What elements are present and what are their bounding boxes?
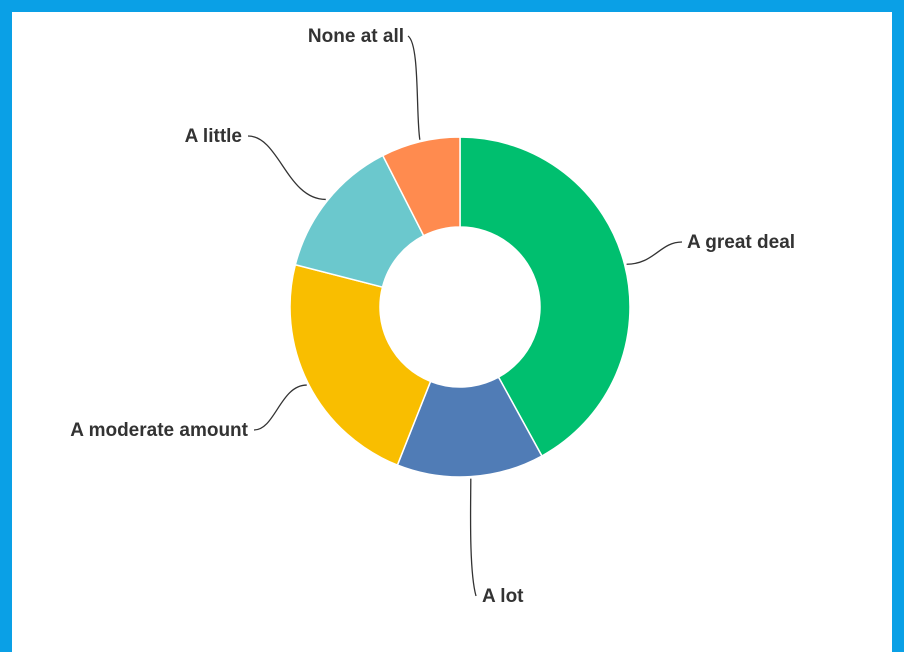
leader-line-a-moderate-amount <box>253 384 307 431</box>
leader-line-a-little <box>247 135 326 201</box>
slice-labels: A great deal A lot A moderate amount A litt… <box>70 26 795 607</box>
slice-a-great-deal <box>459 136 631 457</box>
label-a-moderate-amount: A moderate amount <box>70 420 248 441</box>
label-a-lot: A lot <box>482 586 524 607</box>
slice-none-at-all <box>381 136 461 237</box>
chart-frame: A great deal A lot A moderate amount A litt… <box>12 12 892 652</box>
slice-a-moderate-amount <box>289 263 432 467</box>
leader-line-none-at-all <box>407 35 421 140</box>
label-a-great-deal: A great deal <box>687 232 795 253</box>
leader-line-a-lot <box>469 478 477 597</box>
donut-slices <box>289 136 631 478</box>
donut-chart: A great deal A lot A moderate amount A litt… <box>70 26 795 607</box>
label-a-little: A little <box>185 126 242 147</box>
label-none-at-all: None at all <box>308 26 404 47</box>
leader-lines <box>247 35 683 597</box>
leader-line-a-great-deal <box>626 241 683 265</box>
